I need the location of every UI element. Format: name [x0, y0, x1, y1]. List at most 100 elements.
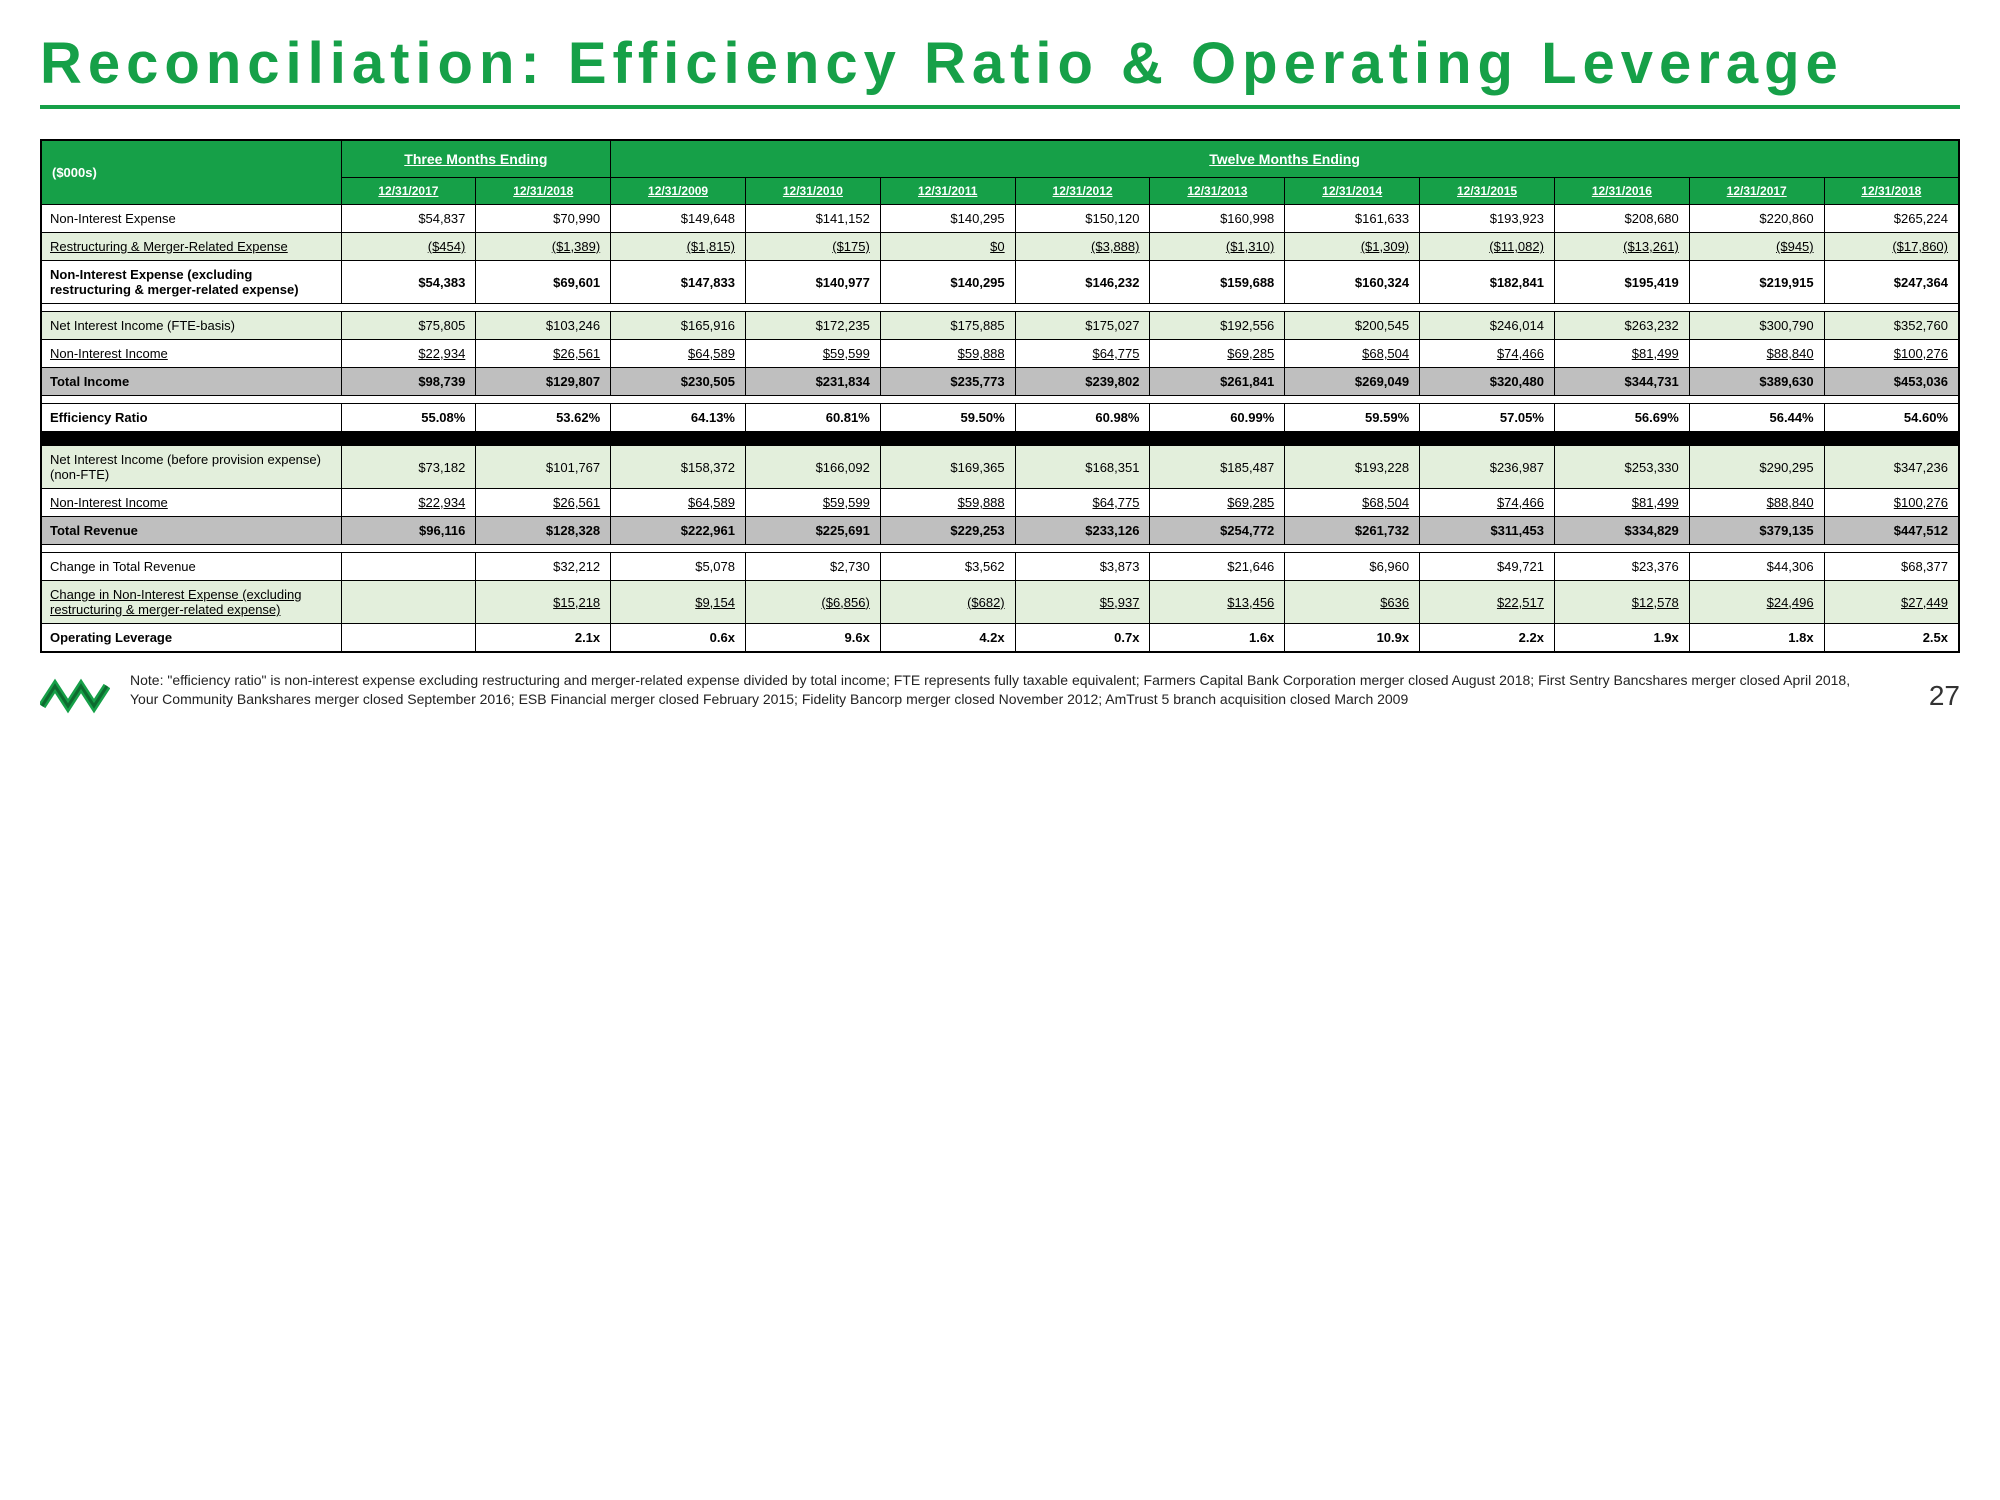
cell-value: $166,092 [745, 446, 880, 489]
cell-value: $149,648 [611, 205, 746, 233]
cell-value: $44,306 [1689, 553, 1824, 581]
title-rule [40, 105, 1960, 109]
cell-value: $636 [1285, 581, 1420, 624]
cell-value: $70,990 [476, 205, 611, 233]
cell-value: 2.1x [476, 624, 611, 653]
cell-value: $229,253 [880, 517, 1015, 545]
row-label: Total Revenue [41, 517, 341, 545]
col-date: 12/31/2012 [1015, 178, 1150, 205]
row-label: Change in Non-Interest Expense (excludin… [41, 581, 341, 624]
cell-value: $73,182 [341, 446, 476, 489]
cell-value: 60.98% [1015, 404, 1150, 432]
row-label: Net Interest Income (FTE-basis) [41, 312, 341, 340]
cell-value: $182,841 [1420, 261, 1555, 304]
cell-value: $352,760 [1824, 312, 1959, 340]
cell-value: $23,376 [1554, 553, 1689, 581]
cell-value: $49,721 [1420, 553, 1555, 581]
cell-value: $32,212 [476, 553, 611, 581]
cell-value: $160,998 [1150, 205, 1285, 233]
cell-value: $64,589 [611, 489, 746, 517]
col-date: 12/31/2015 [1420, 178, 1555, 205]
cell-value: 0.6x [611, 624, 746, 653]
cell-value: 60.99% [1150, 404, 1285, 432]
row-label: Non-Interest Expense [41, 205, 341, 233]
col-date: 12/31/2013 [1150, 178, 1285, 205]
col-date: 12/31/2017 [341, 178, 476, 205]
cell-value: 57.05% [1420, 404, 1555, 432]
cell-value: $101,767 [476, 446, 611, 489]
cell-value: $64,589 [611, 340, 746, 368]
cell-value: $347,236 [1824, 446, 1959, 489]
cell-value: $54,383 [341, 261, 476, 304]
cell-value: $447,512 [1824, 517, 1959, 545]
row-label: Non-Interest Income [41, 489, 341, 517]
cell-value: $0 [880, 233, 1015, 261]
cell-value: ($454) [341, 233, 476, 261]
col-date: 12/31/2009 [611, 178, 746, 205]
cell-value: 59.59% [1285, 404, 1420, 432]
cell-value: ($6,856) [745, 581, 880, 624]
cell-value: ($3,888) [1015, 233, 1150, 261]
cell-value: $140,295 [880, 261, 1015, 304]
cell-value: $236,987 [1420, 446, 1555, 489]
col-date: 12/31/2016 [1554, 178, 1689, 205]
cell-value: $5,078 [611, 553, 746, 581]
cell-value: ($17,860) [1824, 233, 1959, 261]
cell-value: 4.2x [880, 624, 1015, 653]
cell-value: $246,014 [1420, 312, 1555, 340]
cell-value: $96,116 [341, 517, 476, 545]
cell-value: $13,456 [1150, 581, 1285, 624]
cell-value: $225,691 [745, 517, 880, 545]
cell-value: $379,135 [1689, 517, 1824, 545]
cell-value: $158,372 [611, 446, 746, 489]
cell-value: $265,224 [1824, 205, 1959, 233]
cell-value: $22,934 [341, 489, 476, 517]
cell-value: ($945) [1689, 233, 1824, 261]
cell-value: ($682) [880, 581, 1015, 624]
cell-value: $168,351 [1015, 446, 1150, 489]
cell-value: $74,466 [1420, 340, 1555, 368]
cell-value: $269,049 [1285, 368, 1420, 396]
cell-value: $150,120 [1015, 205, 1150, 233]
cell-value: 2.5x [1824, 624, 1959, 653]
row-label: Net Interest Income (before provision ex… [41, 446, 341, 489]
cell-value: ($175) [745, 233, 880, 261]
cell-value: $261,841 [1150, 368, 1285, 396]
cell-value: $159,688 [1150, 261, 1285, 304]
cell-value: $165,916 [611, 312, 746, 340]
cell-value: 59.50% [880, 404, 1015, 432]
cell-value: 0.7x [1015, 624, 1150, 653]
cell-value: $160,324 [1285, 261, 1420, 304]
cell-value: $15,218 [476, 581, 611, 624]
cell-value: $222,961 [611, 517, 746, 545]
cell-value: $59,888 [880, 340, 1015, 368]
cell-value: 1.8x [1689, 624, 1824, 653]
cell-value: $75,805 [341, 312, 476, 340]
cell-value: $100,276 [1824, 340, 1959, 368]
cell-value: 53.62% [476, 404, 611, 432]
cell-value: $290,295 [1689, 446, 1824, 489]
cell-value: $100,276 [1824, 489, 1959, 517]
row-label: Restructuring & Merger-Related Expense [41, 233, 341, 261]
cell-value: $64,775 [1015, 489, 1150, 517]
cell-value: $59,888 [880, 489, 1015, 517]
cell-value: $140,295 [880, 205, 1015, 233]
cell-value: $59,599 [745, 489, 880, 517]
cell-value: 55.08% [341, 404, 476, 432]
cell-value: $193,923 [1420, 205, 1555, 233]
cell-value: ($13,261) [1554, 233, 1689, 261]
cell-value: $21,646 [1150, 553, 1285, 581]
cell-value: $235,773 [880, 368, 1015, 396]
cell-value: $147,833 [611, 261, 746, 304]
cell-value: 56.69% [1554, 404, 1689, 432]
cell-value: $311,453 [1420, 517, 1555, 545]
row-label: Total Income [41, 368, 341, 396]
company-logo [40, 671, 110, 721]
page-title: Reconciliation: Efficiency Ratio & Opera… [40, 30, 1960, 97]
col-date: 12/31/2011 [880, 178, 1015, 205]
cell-value: $98,739 [341, 368, 476, 396]
cell-value: ($11,082) [1420, 233, 1555, 261]
cell-value: ($1,389) [476, 233, 611, 261]
cell-value: $81,499 [1554, 340, 1689, 368]
col-date: 12/31/2018 [476, 178, 611, 205]
